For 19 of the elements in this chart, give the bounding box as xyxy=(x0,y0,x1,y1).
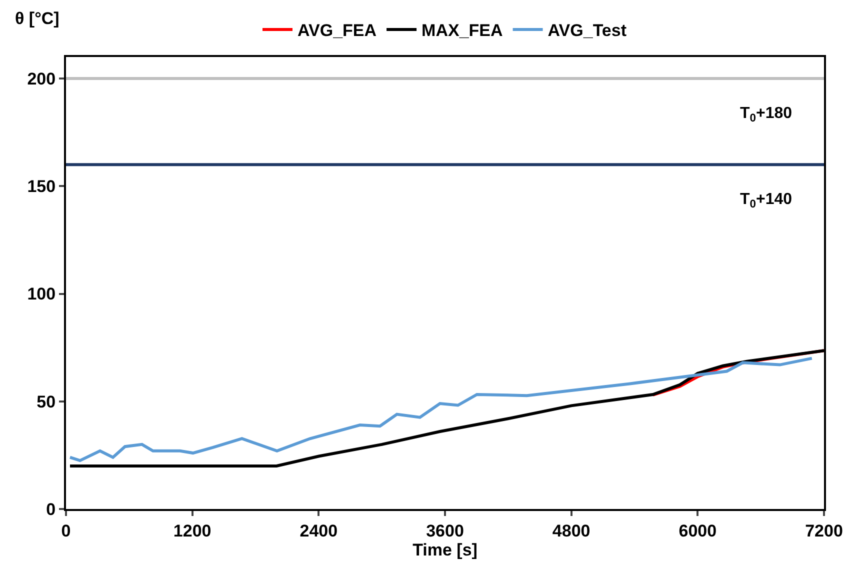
y-tick-label: 200 xyxy=(27,69,56,88)
legend-label: MAX_FEA xyxy=(422,21,503,40)
x-tick-label: 4800 xyxy=(552,521,590,540)
x-tick-label: 1200 xyxy=(173,521,212,540)
y-tick-label: 0 xyxy=(46,500,56,519)
ref-line-label: T$_{0}$+140 xyxy=(740,191,792,210)
y-axis-title: θ [°C] xyxy=(15,9,60,28)
x-tick-label: 6000 xyxy=(678,521,717,540)
legend-label: AVG_Test xyxy=(548,21,627,40)
ref-line-label: T$_{0}$+180 xyxy=(740,105,792,124)
x-tick-label: 3600 xyxy=(426,521,464,540)
y-tick-label: 100 xyxy=(27,284,56,304)
x-tick-label: 7200 xyxy=(805,521,843,540)
x-tick-label: 0 xyxy=(61,521,71,540)
x-tick-label: 2400 xyxy=(300,521,338,540)
x-axis-title: Time [s] xyxy=(412,540,478,560)
y-tick-label: 50 xyxy=(36,392,56,412)
y-tick-label: 150 xyxy=(27,177,56,196)
legend-label: AVG_FEA xyxy=(298,21,377,40)
